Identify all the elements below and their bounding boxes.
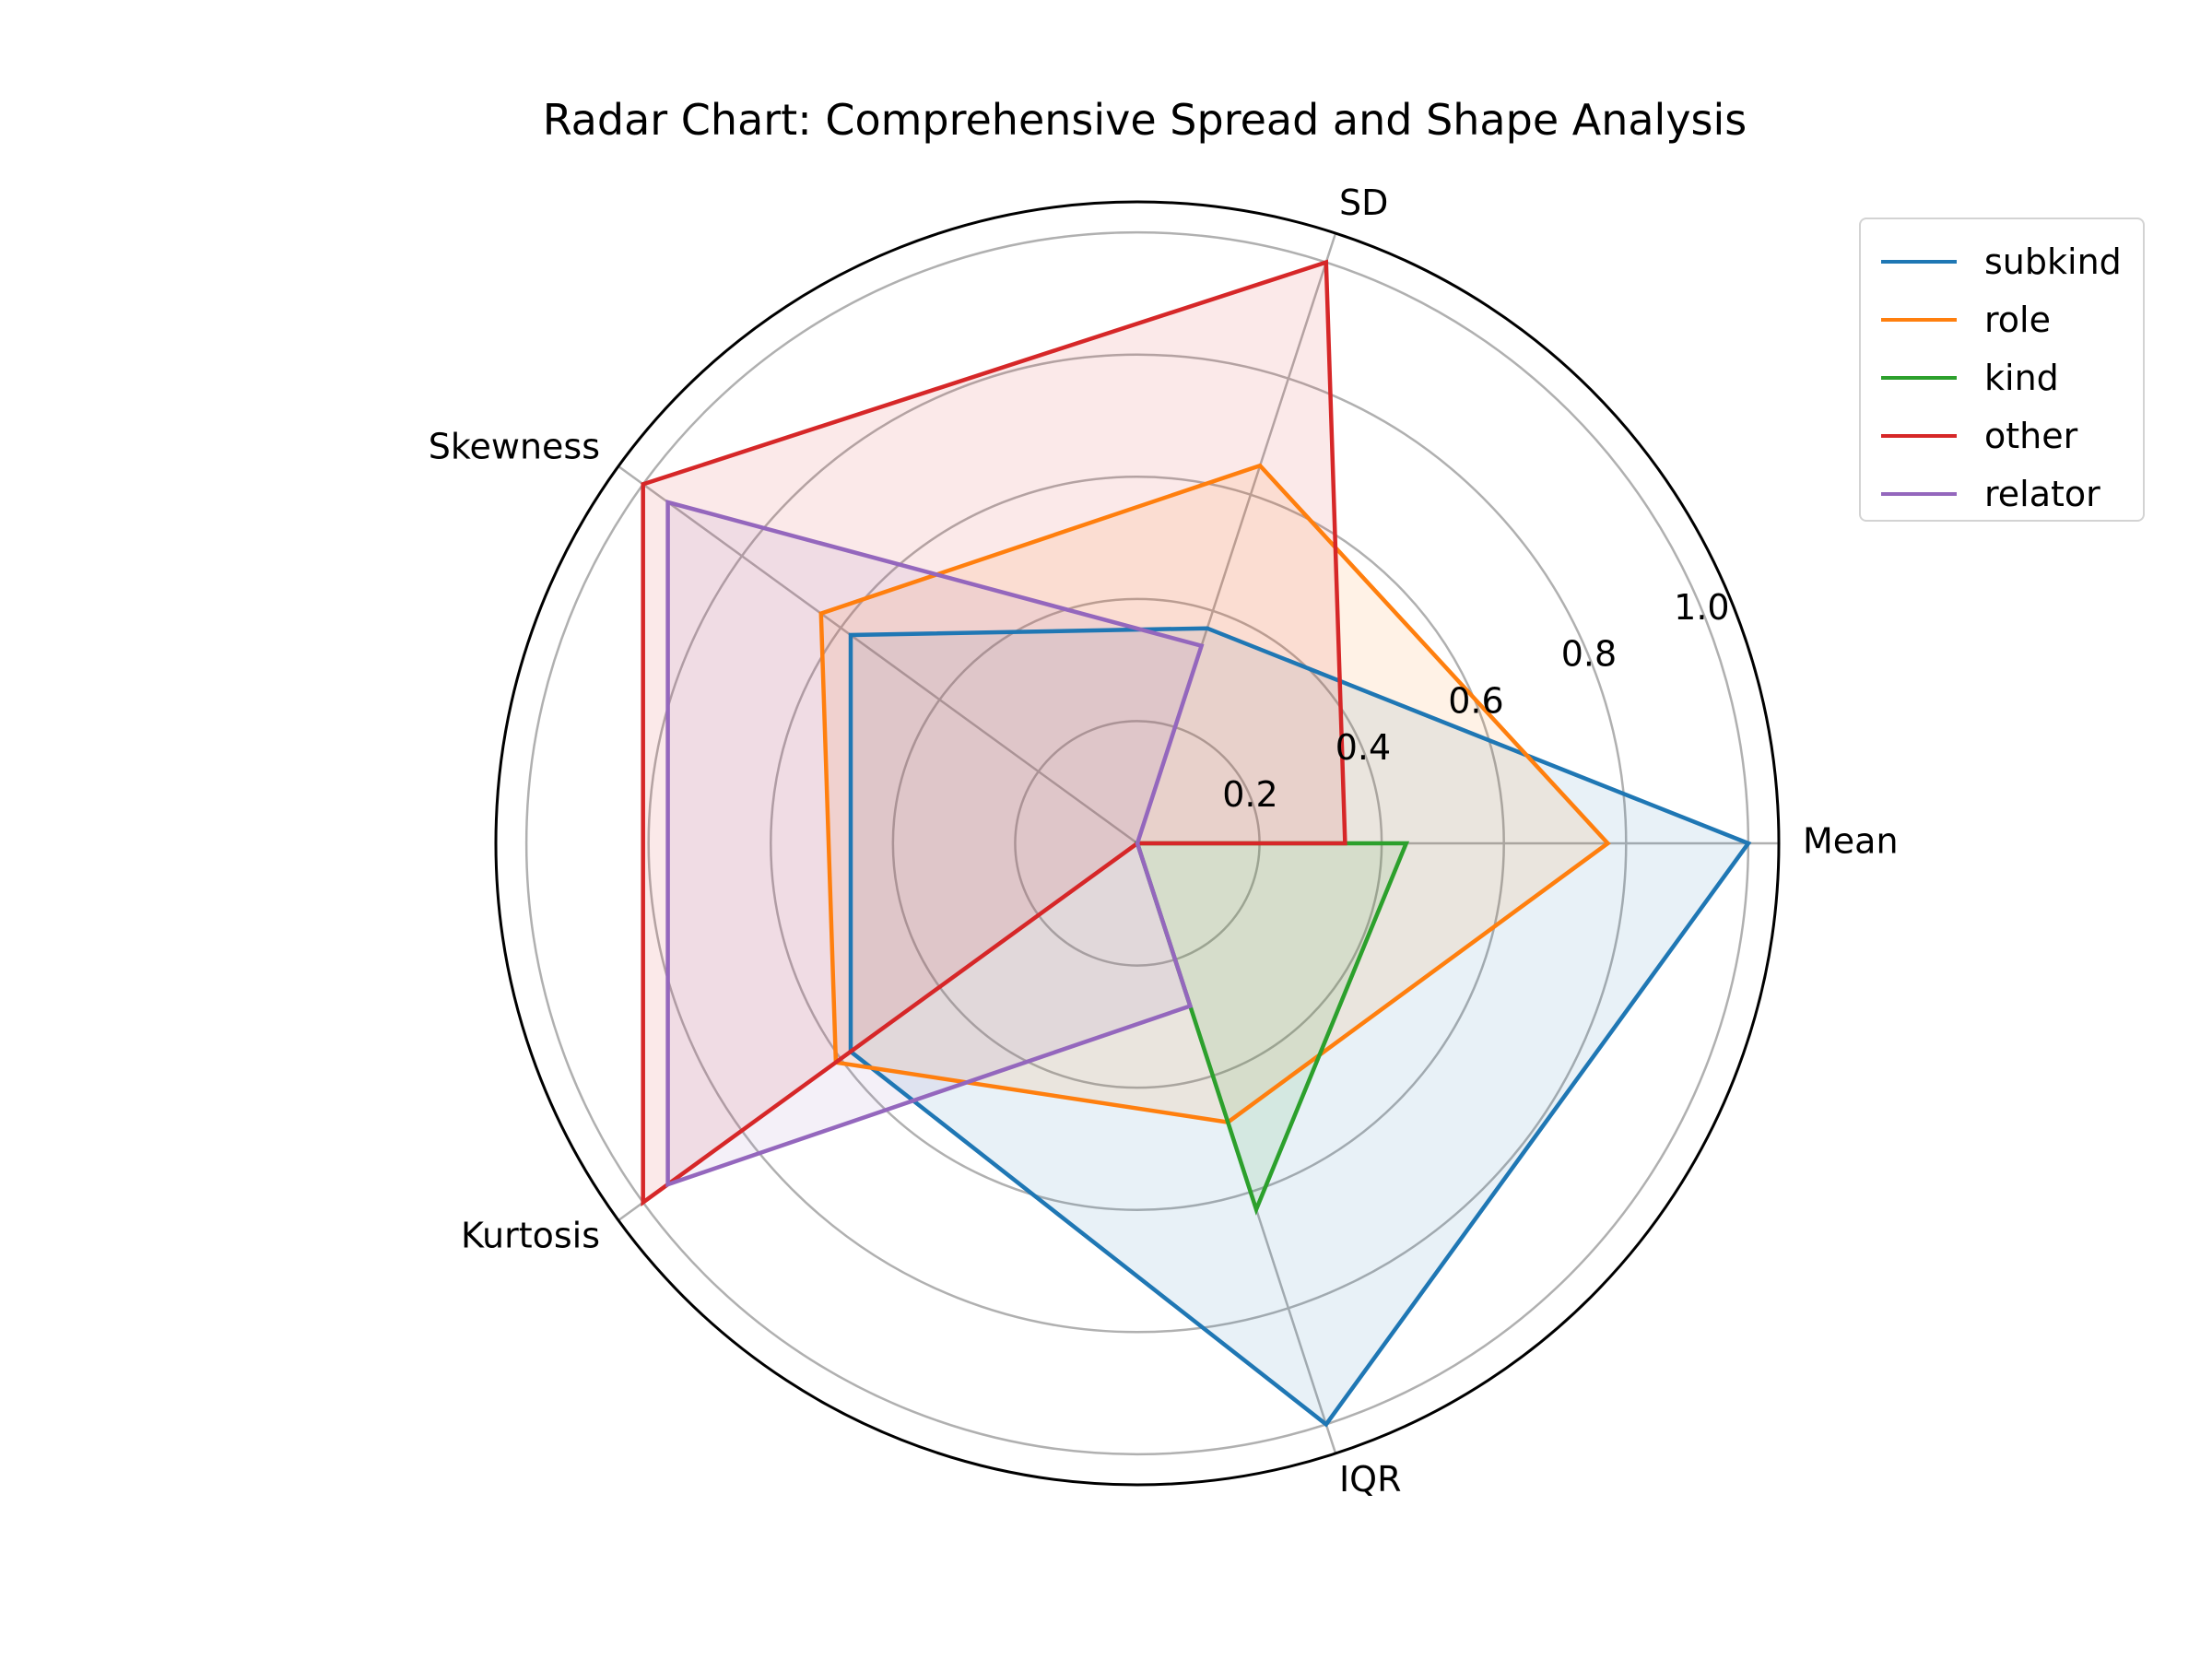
radial-tick-labels: 0.2 0.4 0.6 0.8 1.0 bbox=[1222, 587, 1729, 815]
radial-tick-label: 0.8 bbox=[1561, 634, 1617, 675]
radial-tick-label: 0.6 bbox=[1448, 680, 1503, 721]
series-fill-relator bbox=[667, 501, 1202, 1185]
legend-swatch bbox=[1881, 375, 1957, 380]
series-fill-kind bbox=[1137, 843, 1406, 1210]
series-line-subkind bbox=[848, 626, 1752, 1428]
axis-label-kurtosis: Kurtosis bbox=[461, 1215, 600, 1255]
legend-swatch bbox=[1881, 259, 1957, 264]
legend-item-subkind: subkind bbox=[1861, 232, 2143, 290]
legend-swatch bbox=[1881, 433, 1957, 438]
series-line-role bbox=[818, 463, 1611, 1124]
radial-tick-label: 0.2 bbox=[1222, 774, 1277, 815]
axis-label-sd: SD bbox=[1339, 182, 1388, 223]
legend-label: subkind bbox=[1984, 241, 2122, 282]
legend-item-role: role bbox=[1861, 290, 2143, 348]
series-line-other bbox=[641, 259, 1347, 1207]
axis-label-iqr: IQR bbox=[1339, 1459, 1402, 1500]
spoke-2 bbox=[618, 465, 1138, 845]
series-line-relator bbox=[665, 499, 1205, 1188]
radial-tick-label: 0.4 bbox=[1335, 727, 1391, 768]
legend-item-other: other bbox=[1861, 406, 2143, 465]
legend-label: other bbox=[1984, 415, 2078, 456]
axis-label-mean: Mean bbox=[1803, 821, 1899, 862]
legend-swatch bbox=[1881, 317, 1957, 322]
axis-labels: Mean SD Skewness Kurtosis IQR bbox=[429, 182, 1899, 1500]
legend-swatch bbox=[1881, 491, 1957, 496]
outer-ring bbox=[494, 200, 1781, 1487]
axis-label-skewness: Skewness bbox=[429, 427, 600, 467]
chart-title: Radar Chart: Comprehensive Spread and Sh… bbox=[543, 95, 1747, 145]
legend-label: kind bbox=[1984, 357, 2059, 398]
legend-label: role bbox=[1984, 299, 2051, 340]
legend-item-relator: relator bbox=[1861, 465, 2143, 523]
legend-item-kind: kind bbox=[1861, 348, 2143, 406]
legend-label: relator bbox=[1984, 473, 2100, 514]
legend: subkind role kind other relator bbox=[1859, 218, 2145, 522]
series-lines bbox=[641, 259, 1752, 1428]
radial-tick-label: 1.0 bbox=[1674, 587, 1729, 628]
